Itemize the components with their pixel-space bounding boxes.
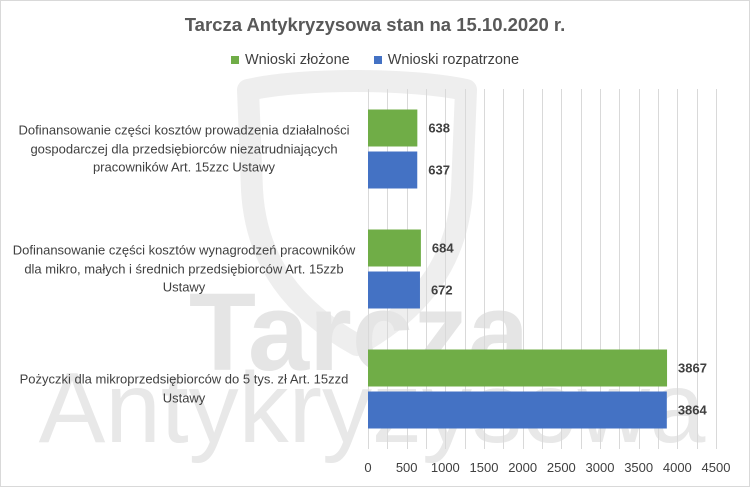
data-label-series-1-category-3: 3867 [678,361,707,376]
bar-series-1-category-3 [368,349,668,387]
bar-series-1-category-1 [368,109,418,147]
x-tick-label: 3000 [586,460,615,475]
data-labels: 638 637 684 672 3867 3864 [428,121,707,418]
legend-item-wnioski-rozpatrzone: Wnioski rozpatrzone [373,50,520,70]
data-label-series-2-category-3: 3864 [678,403,708,418]
x-tick-label: 1500 [470,460,499,475]
legend-swatch-green [230,56,239,64]
bar-series-2-category-3 [368,391,667,429]
bar-series-2-category-2 [368,271,420,309]
legend-label-wnioski-rozpatrzone: Wnioski rozpatrzone [387,52,520,68]
legend-swatch-blue [373,56,382,64]
x-tick-label: 500 [396,460,418,475]
x-tick-label: 1000 [431,460,460,475]
x-axis-tick-labels: 0 500 1000 1500 2000 2500 3000 3500 4000 4500 [364,460,730,475]
chart-title: Tarcza Antykryzysowa stan na 15.10.2020 … [184,14,566,35]
data-label-series-2-category-2: 672 [431,283,453,298]
data-label-series-1-category-1: 638 [428,121,450,136]
legend-label-wnioski-zlozone: Wnioski złożone [244,52,350,68]
watermark-shield-icon [237,70,477,356]
x-tick-label: 4000 [663,460,692,475]
bar-series-2-category-1 [368,151,418,189]
x-tick-label: 2500 [547,460,576,475]
bar-series-1-category-2 [368,229,421,267]
x-tick-label: 2000 [508,460,537,475]
data-label-series-2-category-1: 637 [428,163,450,178]
legend: Wnioski złożone Wnioski rozpatrzone [0,50,750,70]
x-tick-label: 0 [364,460,371,475]
x-tick-label: 3500 [624,460,653,475]
data-label-series-1-category-2: 684 [432,241,454,256]
gridlines [368,89,717,449]
x-tick-label: 4500 [702,460,731,475]
legend-item-wnioski-zlozone: Wnioski złożone [230,50,350,70]
bars [368,109,668,429]
